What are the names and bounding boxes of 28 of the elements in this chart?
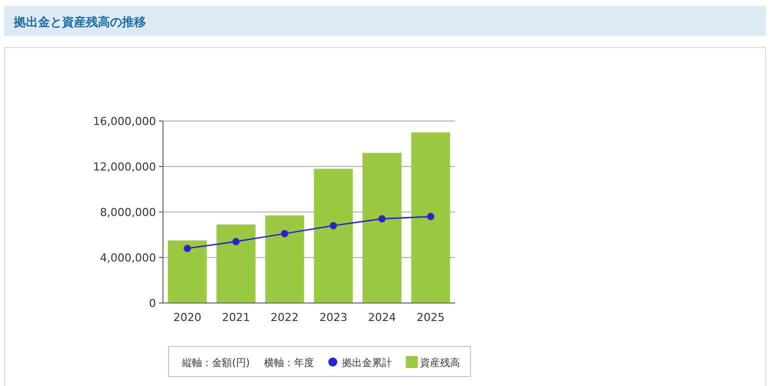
x-tick-label: 2025 <box>416 311 445 324</box>
bar <box>265 215 304 303</box>
bar <box>168 240 207 303</box>
text: 縦軸：金額(円) <box>181 357 250 369</box>
point <box>280 230 288 238</box>
legend-label: 資産残高 <box>420 357 460 369</box>
y-tick-label: 16,000,000 <box>93 115 156 128</box>
bar <box>314 168 353 303</box>
x-tick-label: 2023 <box>319 311 348 324</box>
x-tick-label: 2020 <box>173 311 202 324</box>
y-tick-label: 8,000,000 <box>100 206 156 219</box>
legend-label: 拠出金累計 <box>342 357 392 369</box>
point <box>378 215 386 223</box>
chart-title: 拠出金と資産残高の推移 <box>13 15 146 29</box>
point <box>426 212 434 220</box>
point <box>184 244 192 252</box>
point <box>232 238 240 246</box>
point <box>330 222 338 230</box>
x-tick-label: 2022 <box>270 311 299 324</box>
text: 横軸：年度 <box>264 357 314 369</box>
y-tick-label: 4,000,000 <box>100 252 156 264</box>
bar <box>362 152 402 303</box>
y-tick-label: 0 <box>149 297 156 310</box>
x-tick-label: 2024 <box>368 311 396 324</box>
bar <box>411 132 450 303</box>
bar <box>216 224 256 303</box>
x-tick-label: 2021 <box>222 311 250 324</box>
y-tick-label: 12,000,000 <box>93 160 156 174</box>
